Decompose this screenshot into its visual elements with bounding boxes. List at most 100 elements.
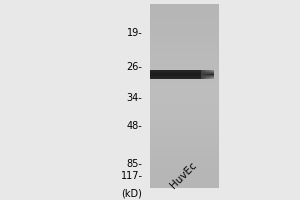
Bar: [150, 73, 214, 74]
Bar: [150, 38, 219, 41]
Bar: [150, 116, 219, 119]
Bar: [150, 142, 219, 144]
Bar: [174, 70, 175, 79]
Bar: [150, 54, 219, 57]
Bar: [158, 70, 159, 79]
Bar: [150, 75, 214, 76]
Bar: [152, 70, 154, 79]
Bar: [150, 77, 219, 80]
Bar: [191, 70, 192, 79]
Bar: [150, 61, 219, 64]
Bar: [150, 178, 219, 181]
Bar: [155, 70, 156, 79]
Bar: [150, 41, 219, 43]
Bar: [150, 126, 219, 128]
Bar: [150, 72, 214, 73]
Bar: [150, 181, 219, 183]
Bar: [176, 70, 177, 79]
Bar: [183, 70, 184, 79]
Bar: [150, 76, 214, 77]
Text: 48-: 48-: [127, 121, 142, 131]
Bar: [150, 59, 219, 61]
Bar: [212, 70, 214, 79]
Bar: [150, 57, 219, 59]
Text: 26-: 26-: [127, 62, 142, 72]
Bar: [150, 112, 219, 114]
Bar: [209, 70, 210, 79]
Bar: [150, 100, 219, 103]
Bar: [201, 70, 202, 79]
Bar: [150, 73, 219, 75]
Bar: [150, 103, 219, 105]
Bar: [150, 4, 219, 6]
Bar: [150, 6, 219, 8]
Text: (kD): (kD): [122, 189, 142, 199]
Bar: [179, 70, 181, 79]
Bar: [150, 71, 214, 72]
Bar: [150, 132, 219, 135]
Bar: [150, 45, 219, 48]
Bar: [161, 70, 163, 79]
Bar: [150, 121, 219, 123]
Bar: [150, 130, 219, 132]
Bar: [150, 20, 219, 22]
Bar: [150, 34, 219, 36]
Bar: [150, 158, 219, 160]
Bar: [199, 70, 200, 79]
Bar: [150, 139, 219, 142]
Bar: [150, 13, 219, 15]
Bar: [150, 70, 219, 73]
Bar: [195, 70, 196, 79]
Text: HuvEc: HuvEc: [168, 160, 199, 191]
Bar: [163, 70, 164, 79]
Bar: [160, 70, 161, 79]
Bar: [204, 70, 205, 79]
Bar: [150, 169, 219, 172]
Bar: [184, 70, 186, 79]
Bar: [186, 70, 187, 79]
Bar: [150, 82, 219, 84]
Bar: [200, 70, 201, 79]
Bar: [188, 70, 190, 79]
Bar: [170, 70, 172, 79]
Bar: [150, 176, 219, 178]
Bar: [150, 70, 214, 71]
Bar: [150, 135, 219, 137]
Bar: [206, 70, 207, 79]
Bar: [150, 149, 219, 151]
Bar: [150, 107, 219, 110]
Text: 19-: 19-: [127, 28, 142, 38]
Bar: [150, 155, 219, 158]
Bar: [150, 165, 219, 167]
Bar: [211, 70, 212, 79]
Bar: [150, 172, 219, 174]
Bar: [150, 123, 219, 126]
Bar: [150, 162, 219, 165]
Bar: [150, 146, 219, 149]
Bar: [150, 80, 219, 82]
Bar: [150, 75, 219, 77]
Bar: [150, 137, 219, 139]
Bar: [150, 89, 219, 91]
Bar: [150, 22, 219, 25]
Bar: [150, 11, 219, 13]
Bar: [150, 29, 219, 31]
Bar: [178, 70, 179, 79]
Bar: [150, 52, 219, 54]
Bar: [150, 48, 219, 50]
Text: 117-: 117-: [121, 171, 142, 181]
Bar: [172, 70, 173, 79]
Bar: [182, 70, 183, 79]
Bar: [150, 25, 219, 27]
Bar: [169, 70, 170, 79]
Bar: [167, 70, 168, 79]
Bar: [196, 70, 197, 79]
Bar: [168, 70, 169, 79]
Bar: [150, 31, 219, 34]
Bar: [150, 64, 219, 66]
Bar: [150, 91, 219, 93]
Text: 34-: 34-: [127, 93, 142, 103]
Bar: [190, 70, 191, 79]
Bar: [150, 119, 219, 121]
Bar: [150, 66, 219, 68]
